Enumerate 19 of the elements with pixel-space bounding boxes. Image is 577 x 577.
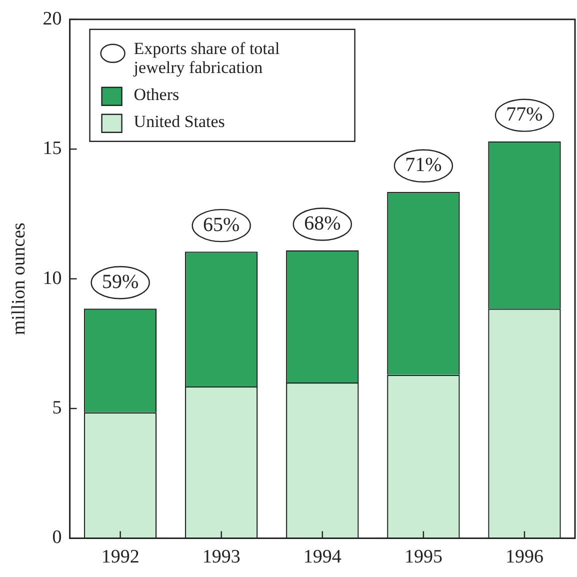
y-tick-label: 15 bbox=[42, 138, 62, 160]
annotation: 77% bbox=[506, 104, 543, 126]
y-tick-label: 10 bbox=[42, 268, 62, 289]
y-tick-label: 5 bbox=[52, 397, 62, 418]
x-tick-label: 1992 bbox=[101, 546, 140, 568]
legend-label: United States bbox=[134, 112, 225, 131]
y-axis-title: million ounces bbox=[8, 222, 30, 336]
x-tick-label: 1996 bbox=[505, 546, 544, 568]
y-tick-label: 20 bbox=[42, 8, 62, 30]
annotation: 65% bbox=[203, 214, 240, 236]
legend-label: Others bbox=[134, 84, 180, 104]
x-tick-label: 1995 bbox=[404, 546, 442, 568]
y-tick-label: 0 bbox=[52, 527, 62, 548]
annotation: Exports share of total jewelry fabrication bbox=[132, 38, 280, 77]
annotation: 59% bbox=[102, 270, 139, 293]
x-tick-label: 1993 bbox=[202, 546, 240, 568]
x-tick-label: 1994 bbox=[303, 546, 342, 568]
annotation: 68% bbox=[304, 212, 341, 235]
annotation: 71% bbox=[405, 154, 442, 176]
